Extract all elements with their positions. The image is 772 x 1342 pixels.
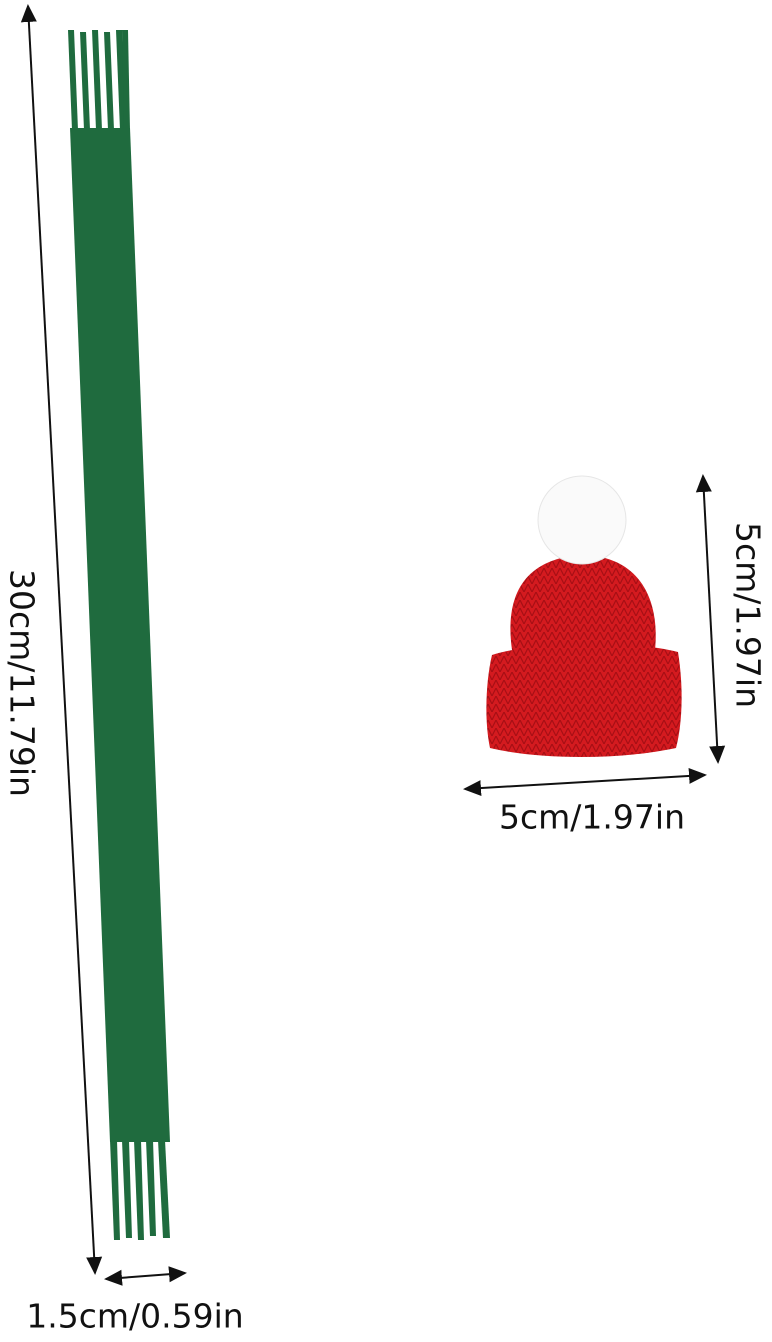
scarf-length-label: 30cm/11.79in bbox=[2, 569, 42, 797]
hat-height-label: 5cm/1.97in bbox=[728, 522, 768, 708]
scarf-bottom-fringe bbox=[110, 1140, 170, 1240]
scarf-length-arrow bbox=[20, 4, 103, 1275]
hat-width-label: 5cm/1.97in bbox=[499, 797, 685, 837]
scarf-width-label: 1.5cm/0.59in bbox=[26, 1296, 244, 1336]
scarf-body bbox=[70, 128, 170, 1142]
hat-width-arrow bbox=[463, 767, 707, 797]
hat bbox=[486, 475, 682, 757]
scarf-width-arrow bbox=[104, 1266, 187, 1286]
hat-height-arrow bbox=[695, 474, 726, 764]
hat-pompom bbox=[537, 475, 627, 565]
hat-brim bbox=[486, 643, 682, 757]
hat-crown bbox=[510, 555, 656, 650]
scarf-top-fringe bbox=[68, 30, 130, 130]
